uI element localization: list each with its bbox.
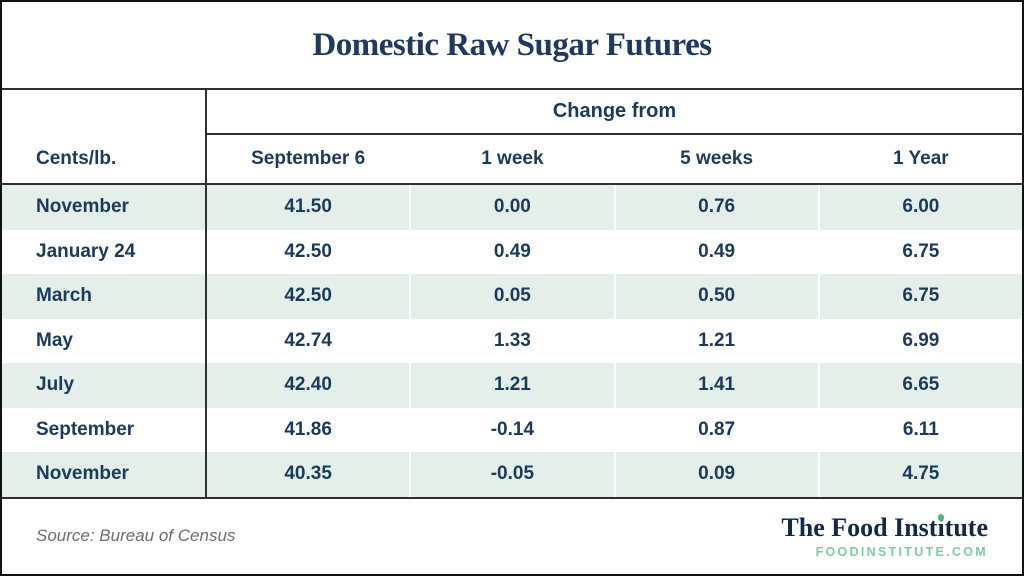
futures-table: Change from Cents/lb. September 6 1 week…	[2, 88, 1022, 499]
row-label: January 24	[2, 229, 207, 274]
brand-text-post: tute	[944, 512, 988, 542]
cell-value: 6.75	[817, 274, 1022, 319]
row-label: September	[2, 407, 207, 452]
cell-value: 0.76	[613, 185, 818, 230]
column-header-row: Cents/lb. September 6 1 week 5 weeks 1 Y…	[2, 135, 1022, 185]
cell-value: 42.40	[207, 363, 410, 408]
cell-value: 1.41	[613, 363, 818, 408]
row-label: July	[2, 363, 207, 408]
cell-value: 6.99	[817, 318, 1022, 363]
column-header-1-week: 1 week	[409, 135, 613, 183]
cell-value: 4.75	[817, 452, 1022, 497]
table-row-january-24: January 24 42.50 0.49 0.49 6.75	[2, 229, 1022, 274]
row-label: March	[2, 274, 207, 319]
cell-value: 0.50	[613, 274, 818, 319]
table-row-november: November 41.50 0.00 0.76 6.00	[2, 185, 1022, 230]
green-dot-icon	[937, 514, 945, 521]
table-row-september: September 41.86 -0.14 0.87 6.11	[2, 407, 1022, 452]
brand-i-glyph: i	[937, 512, 945, 542]
group-header-spacer	[2, 90, 207, 135]
cell-value: 0.09	[613, 452, 818, 497]
cell-value: 1.21	[409, 363, 614, 408]
row-label: November	[2, 452, 207, 497]
title-area: Domestic Raw Sugar Futures	[2, 2, 1022, 88]
cell-value: 0.05	[409, 274, 614, 319]
brand-text-pre: The Food Inst	[781, 512, 938, 542]
source-note: Source: Bureau of Census	[36, 526, 236, 546]
cell-value: 42.50	[284, 240, 332, 262]
cell-value: -0.14	[409, 407, 613, 452]
column-header-1-year: 1 Year	[817, 135, 1022, 183]
cell-value: 42.50	[207, 274, 410, 319]
brand-wordmark: The Food Insti tute	[781, 512, 988, 543]
food-institute-logo: The Food Insti tute FOODINSTITUTE.COM	[781, 512, 988, 559]
row-label: November	[2, 185, 207, 230]
footer: Source: Bureau of Census The Food Insti t…	[2, 499, 1022, 575]
group-header-row: Change from	[2, 90, 1022, 135]
cell-value: 6.65	[817, 363, 1022, 408]
column-header-5-weeks: 5 weeks	[613, 135, 818, 183]
page-title: Domestic Raw Sugar Futures	[312, 26, 712, 63]
cell-value: 0.00	[409, 185, 614, 230]
cell-value: 0.49	[409, 229, 613, 274]
cell-value: 1.21	[613, 318, 818, 363]
table-row-july: July 42.40 1.21 1.41 6.65	[2, 363, 1022, 408]
group-header-change-from: Change from	[207, 90, 1022, 135]
table-row-may: May 42.74 1.33 1.21 6.99	[2, 318, 1022, 363]
cell-value: 40.35	[207, 452, 410, 497]
cell-value: 6.11	[817, 407, 1022, 452]
cell-value: 6.00	[817, 185, 1022, 230]
cell-value: 41.86	[284, 418, 332, 440]
column-header-cents-lb: Cents/lb.	[2, 135, 207, 183]
brand-letter-i: i	[937, 512, 945, 543]
table-row-march: March 42.50 0.05 0.50 6.75	[2, 274, 1022, 319]
row-label: May	[2, 318, 207, 363]
cell-value: 1.33	[409, 318, 613, 363]
cell-value: 41.50	[207, 185, 410, 230]
cell-value: 0.87	[613, 407, 818, 452]
column-header-september-6: September 6	[251, 148, 366, 169]
cell-value: 0.49	[613, 229, 818, 274]
cell-value: 42.74	[284, 329, 332, 351]
brand-url: FOODINSTITUTE.COM	[815, 544, 988, 559]
table-row-november-2: November 40.35 -0.05 0.09 4.75	[2, 452, 1022, 497]
cell-value: 6.75	[817, 229, 1022, 274]
cell-value: -0.05	[409, 452, 614, 497]
